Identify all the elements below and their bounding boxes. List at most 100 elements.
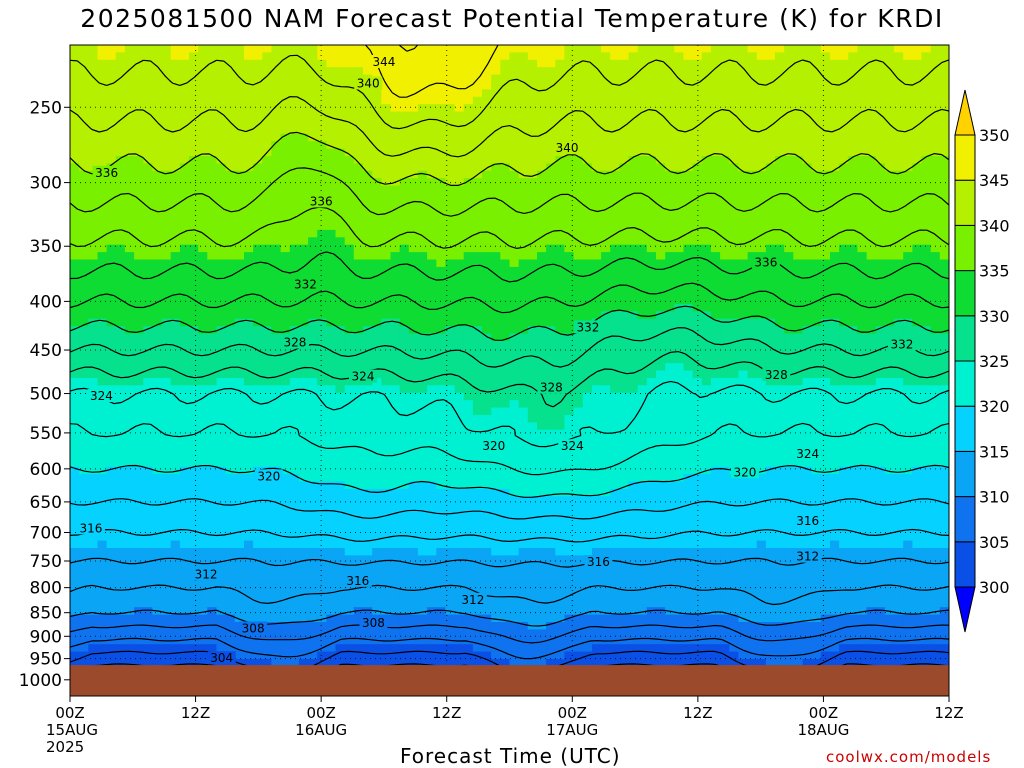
field-cell	[417, 659, 428, 667]
field-cell	[335, 444, 346, 453]
field-cell	[518, 229, 529, 238]
field-cell	[399, 644, 410, 653]
field-cell	[546, 659, 556, 667]
field-cell	[573, 45, 584, 53]
field-cell	[326, 651, 337, 660]
field-cell	[417, 459, 428, 468]
field-cell	[280, 311, 291, 320]
field-cell	[537, 555, 547, 564]
field-cell	[555, 259, 566, 268]
field-cell	[527, 170, 538, 179]
field-cell	[390, 525, 401, 534]
field-cell	[390, 451, 401, 460]
field-cell	[427, 259, 437, 268]
field-cell	[326, 266, 337, 275]
field-cell	[546, 303, 556, 312]
field-cell	[372, 126, 382, 135]
field-cell	[161, 281, 172, 290]
field-cell	[234, 533, 245, 542]
field-cell	[152, 244, 163, 253]
field-cell	[372, 659, 382, 667]
field-cell	[326, 156, 337, 164]
field-cell	[491, 614, 501, 623]
field-cell	[399, 74, 410, 83]
field-cell	[390, 237, 401, 246]
field-cell	[298, 52, 309, 61]
field-cell	[390, 318, 401, 327]
field-cell	[143, 437, 154, 446]
field-cell	[353, 193, 364, 201]
field-cell	[582, 488, 593, 497]
field-cell	[381, 651, 392, 660]
field-cell	[500, 644, 511, 653]
field-cell	[454, 259, 465, 268]
field-cell	[546, 496, 556, 505]
field-cell	[573, 163, 584, 172]
field-cell	[143, 444, 154, 453]
field-cell	[179, 355, 190, 364]
field-cell	[198, 577, 208, 586]
field-cell	[152, 67, 163, 76]
field-cell	[436, 363, 447, 372]
field-cell	[216, 540, 227, 549]
field-cell	[189, 377, 199, 386]
field-cell	[207, 52, 218, 61]
field-cell	[482, 651, 492, 660]
field-cell	[207, 74, 218, 83]
field-cell	[573, 459, 584, 468]
field-cell	[225, 200, 236, 209]
field-cell	[143, 178, 154, 187]
field-cell	[427, 156, 437, 164]
field-cell	[463, 355, 474, 364]
field-cell	[427, 636, 437, 645]
field-cell	[381, 215, 392, 224]
field-cell	[271, 629, 282, 638]
field-cell	[253, 414, 263, 423]
field-cell	[189, 252, 199, 261]
field-cell	[216, 422, 227, 431]
field-cell	[564, 252, 575, 261]
field-cell	[491, 422, 501, 431]
field-cell	[482, 363, 492, 372]
field-cell	[555, 392, 566, 401]
field-cell	[124, 111, 135, 120]
field-cell	[454, 289, 465, 298]
field-cell	[115, 289, 126, 298]
field-cell	[509, 252, 520, 261]
field-cell	[198, 348, 208, 357]
field-cell	[271, 614, 282, 623]
field-cell	[170, 148, 181, 157]
field-cell	[381, 252, 392, 261]
field-cell	[198, 533, 208, 542]
field-cell	[298, 377, 309, 386]
field-cell	[280, 599, 291, 608]
field-cell	[262, 444, 273, 453]
field-cell	[225, 326, 236, 335]
field-cell	[381, 303, 392, 312]
field-cell	[308, 518, 318, 527]
field-cell	[537, 474, 547, 483]
field-cell	[472, 259, 483, 268]
field-cell	[271, 340, 282, 349]
field-cell	[298, 540, 309, 549]
field-cell	[70, 414, 80, 423]
field-cell	[106, 111, 117, 120]
field-cell	[417, 496, 428, 505]
field-cell	[152, 548, 163, 556]
field-cell	[161, 466, 172, 475]
field-cell	[417, 599, 428, 608]
field-cell	[518, 96, 529, 105]
field-cell	[363, 466, 373, 475]
field-cell	[463, 111, 474, 120]
field-cell	[344, 444, 355, 453]
field-cell	[491, 311, 501, 320]
field-cell	[216, 170, 227, 179]
field-cell	[170, 577, 181, 586]
field-cell	[179, 229, 190, 238]
field-cell	[189, 52, 199, 61]
field-cell	[472, 296, 483, 305]
field-cell	[115, 363, 126, 372]
field-cell	[106, 193, 117, 201]
field-cell	[482, 355, 492, 364]
field-cell	[381, 577, 392, 586]
